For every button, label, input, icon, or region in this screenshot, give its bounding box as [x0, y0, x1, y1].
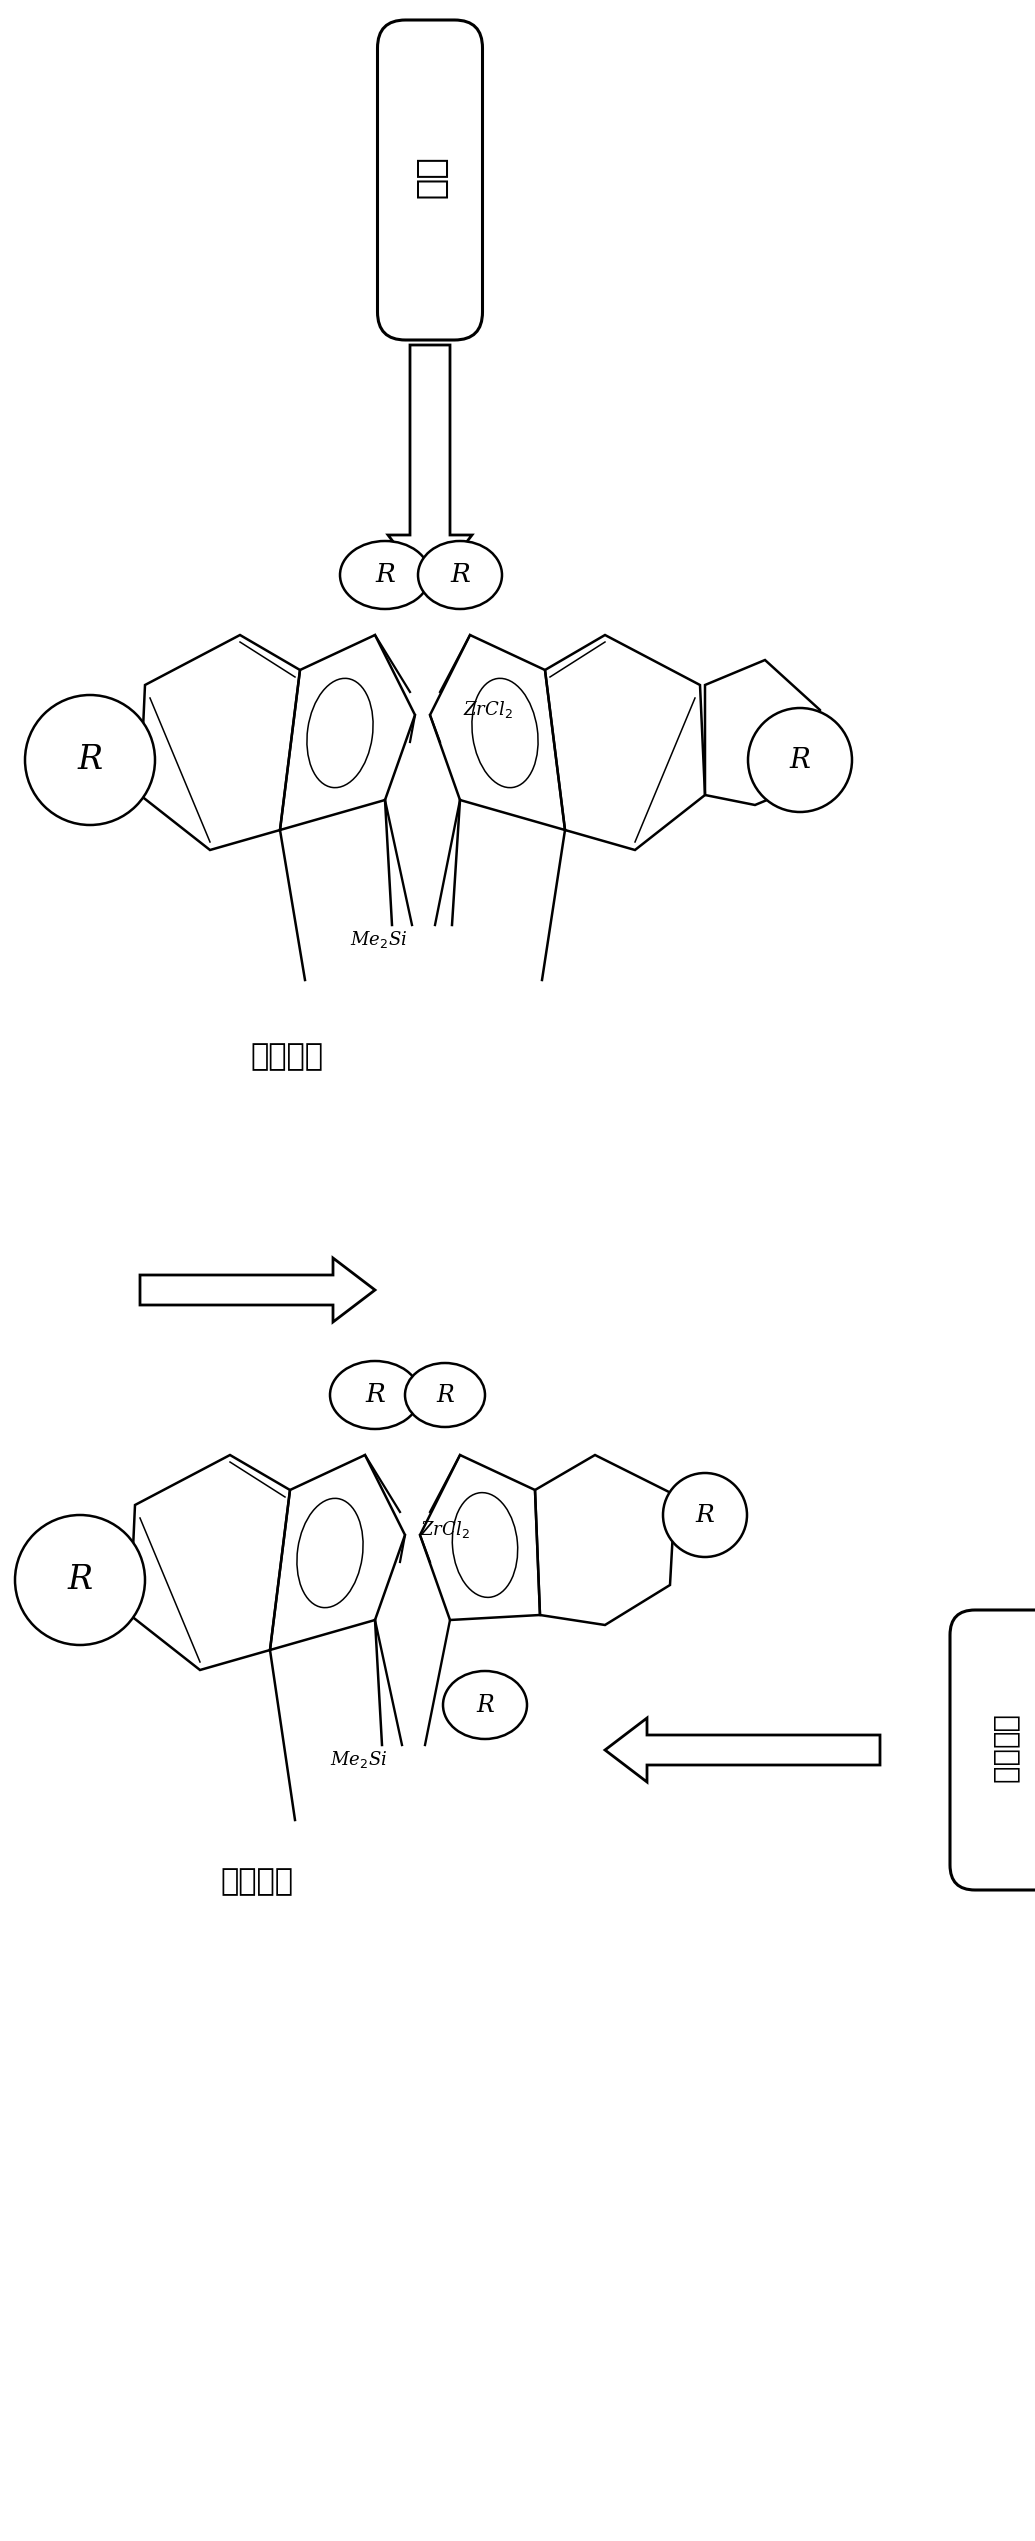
- Polygon shape: [388, 346, 472, 590]
- Text: ZrCl$_2$: ZrCl$_2$: [420, 1520, 470, 1540]
- Text: Me$_2$Si: Me$_2$Si: [350, 930, 407, 950]
- Text: R: R: [78, 745, 102, 775]
- Circle shape: [663, 1474, 747, 1558]
- Text: 内消旋：: 内消旋：: [250, 1042, 323, 1070]
- Text: 位阰: 位阰: [413, 158, 447, 201]
- Polygon shape: [605, 1718, 880, 1781]
- Polygon shape: [140, 1258, 375, 1321]
- Text: R: R: [365, 1382, 385, 1408]
- Text: 外消旋：: 外消旋：: [220, 1868, 293, 1896]
- Text: R: R: [375, 562, 395, 587]
- Text: R: R: [790, 747, 810, 772]
- Circle shape: [25, 696, 155, 826]
- Text: 没有位阰: 没有位阰: [990, 1715, 1019, 1784]
- Ellipse shape: [443, 1672, 527, 1738]
- Text: R: R: [476, 1692, 494, 1718]
- Text: R: R: [436, 1382, 454, 1408]
- Text: Me$_2$Si: Me$_2$Si: [330, 1751, 387, 1771]
- FancyBboxPatch shape: [950, 1611, 1035, 1891]
- Ellipse shape: [341, 541, 430, 610]
- Ellipse shape: [418, 541, 502, 610]
- Text: R: R: [67, 1565, 92, 1596]
- Ellipse shape: [405, 1362, 485, 1428]
- Circle shape: [14, 1514, 145, 1644]
- Ellipse shape: [330, 1362, 420, 1428]
- Text: R: R: [696, 1504, 714, 1527]
- Text: ZrCl$_2$: ZrCl$_2$: [463, 699, 513, 722]
- FancyBboxPatch shape: [378, 20, 482, 340]
- Text: R: R: [450, 562, 470, 587]
- Circle shape: [748, 709, 852, 813]
